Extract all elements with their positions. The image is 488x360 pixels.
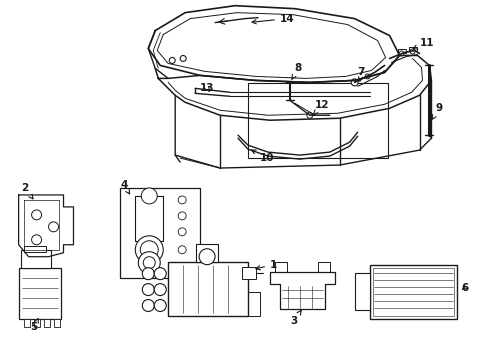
Bar (23, 246, 45, 252)
Circle shape (154, 300, 166, 311)
Text: 11: 11 (412, 37, 433, 49)
Circle shape (32, 210, 41, 220)
Bar (53, 319, 60, 328)
Bar (407, 46, 416, 51)
Bar (354, 273, 369, 310)
Circle shape (365, 74, 369, 79)
Circle shape (199, 249, 215, 265)
Circle shape (169, 58, 175, 63)
Bar (372, 268, 453, 316)
Circle shape (135, 236, 163, 264)
Circle shape (178, 212, 186, 220)
Circle shape (141, 188, 157, 204)
Circle shape (140, 241, 158, 259)
Text: 13: 13 (200, 84, 214, 93)
Text: 14: 14 (251, 14, 294, 24)
Bar (317, 262, 329, 272)
Bar (43, 319, 49, 328)
Text: 1: 1 (255, 260, 277, 270)
Circle shape (154, 284, 166, 296)
Circle shape (138, 252, 160, 274)
Circle shape (142, 268, 154, 280)
Circle shape (142, 284, 154, 296)
Text: 12: 12 (312, 100, 328, 115)
Circle shape (398, 51, 403, 56)
Text: 6: 6 (461, 283, 468, 293)
Bar (274, 262, 286, 272)
Bar (135, 196, 163, 241)
Circle shape (48, 222, 59, 232)
Circle shape (142, 300, 154, 311)
Circle shape (143, 257, 155, 269)
Text: 3: 3 (289, 311, 301, 327)
Bar (168, 262, 247, 316)
Text: 10: 10 (251, 150, 274, 163)
Bar (247, 84, 387, 158)
Bar (196, 244, 218, 262)
Bar (242, 267, 255, 279)
Text: 9: 9 (431, 103, 442, 119)
Bar (20, 250, 50, 268)
Bar (397, 49, 405, 54)
Circle shape (178, 246, 186, 254)
Bar (34, 319, 40, 328)
Text: 8: 8 (291, 63, 302, 79)
Circle shape (154, 268, 166, 280)
Bar (23, 319, 30, 328)
Text: 5: 5 (31, 319, 38, 332)
Text: 7: 7 (357, 67, 365, 81)
Text: 4: 4 (120, 180, 129, 194)
Text: 2: 2 (20, 183, 33, 199)
Bar (120, 188, 200, 278)
Circle shape (178, 196, 186, 204)
Circle shape (306, 112, 312, 118)
Bar (19, 268, 61, 319)
Circle shape (180, 55, 186, 62)
Bar (369, 265, 456, 319)
Circle shape (350, 79, 357, 86)
Circle shape (32, 235, 41, 245)
Circle shape (409, 49, 414, 54)
Circle shape (178, 228, 186, 236)
